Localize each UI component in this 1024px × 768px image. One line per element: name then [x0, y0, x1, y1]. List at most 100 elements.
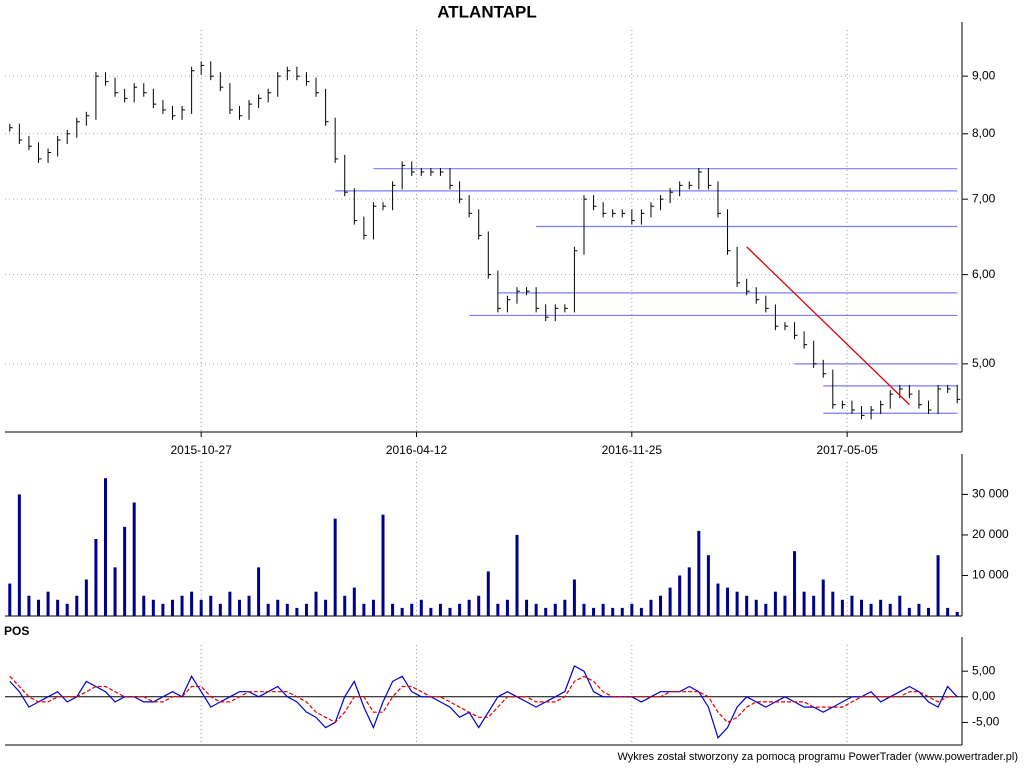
- volume-bar: [840, 599, 844, 616]
- volume-bar: [36, 599, 40, 616]
- volume-bar: [850, 595, 854, 616]
- y-tick-label: 5,00: [972, 663, 996, 677]
- y-tick-label: 5,00: [972, 356, 996, 370]
- volume-bar: [496, 603, 500, 616]
- volume-bar: [802, 591, 806, 616]
- volume-bar: [659, 595, 663, 616]
- indicator-line: [9, 665, 958, 739]
- volume-bar: [773, 591, 777, 616]
- volume-bar: [103, 478, 107, 616]
- x-tick-label: 2016-04-12: [386, 443, 448, 457]
- volume-bar: [180, 595, 184, 616]
- volume-bar: [75, 595, 79, 616]
- volume-bar: [467, 599, 471, 616]
- volume-bar: [46, 591, 50, 616]
- volume-bar: [151, 599, 155, 616]
- volume-bar: [601, 603, 605, 616]
- volume-bar: [592, 607, 596, 616]
- volume-bar: [716, 583, 720, 616]
- volume-bar: [333, 518, 337, 616]
- volume-bar: [486, 571, 490, 616]
- x-tick-label: 2017-05-05: [816, 443, 878, 457]
- volume-bar: [65, 603, 69, 616]
- volume-bar: [142, 595, 146, 616]
- volume-bar: [898, 595, 902, 616]
- volume-bar: [448, 607, 452, 616]
- volume-bar: [56, 599, 60, 616]
- indicator-line: [9, 675, 958, 724]
- volume-bar: [563, 599, 567, 616]
- y-tick-label: 10 000: [972, 568, 1009, 582]
- volume-bar: [17, 494, 21, 616]
- volume-bar: [458, 603, 462, 616]
- volume-bar: [544, 607, 548, 616]
- volume-bar: [678, 575, 682, 616]
- volume-bar: [304, 603, 308, 616]
- volume-bar: [764, 603, 768, 616]
- volume-bar: [381, 514, 385, 616]
- volume-bar: [946, 607, 950, 616]
- volume-bar: [936, 555, 940, 616]
- volume-bar: [505, 599, 509, 616]
- trend-line: [746, 246, 910, 406]
- volume-bar: [324, 599, 328, 616]
- volume-bar: [314, 591, 318, 616]
- volume-bar: [860, 599, 864, 616]
- volume-bar: [735, 591, 739, 616]
- y-tick-label: -5,00: [972, 715, 1000, 729]
- volume-bar: [27, 595, 31, 616]
- volume-bar: [793, 551, 797, 616]
- volume-bar: [525, 599, 529, 616]
- volume-bar: [553, 603, 557, 616]
- y-tick-label: 6,00: [972, 267, 996, 281]
- volume-bar: [649, 599, 653, 616]
- volume-bar: [419, 599, 423, 616]
- y-tick-label: 9,00: [972, 68, 996, 82]
- volume-bar: [84, 579, 88, 616]
- y-tick-label: 0,00: [972, 689, 996, 703]
- volume-bar: [611, 607, 615, 616]
- volume-bar: [343, 595, 347, 616]
- volume-bar: [410, 603, 414, 616]
- volume-bar: [266, 603, 270, 616]
- volume-bar: [371, 599, 375, 616]
- volume-bar: [257, 567, 261, 616]
- volume-bar: [285, 603, 289, 616]
- volume-bar: [113, 567, 117, 616]
- volume-bar: [170, 599, 174, 616]
- volume-bar: [869, 603, 873, 616]
- volume-bar: [391, 603, 395, 616]
- volume-bar: [123, 526, 127, 616]
- chart-title: ATLANTAPL: [437, 2, 536, 21]
- volume-bar: [745, 595, 749, 616]
- x-tick-label: 2015-10-27: [170, 443, 232, 457]
- volume-bar: [132, 502, 136, 616]
- volume-bar: [237, 599, 241, 616]
- volume-bar: [352, 587, 356, 616]
- volume-bar: [879, 599, 883, 616]
- volume-bar: [572, 579, 576, 616]
- volume-bar: [917, 603, 921, 616]
- volume-bar: [582, 603, 586, 616]
- volume-bar: [218, 603, 222, 616]
- volume-bar: [812, 595, 816, 616]
- volume-bar: [706, 555, 710, 616]
- volume-bar: [400, 607, 404, 616]
- volume-bar: [620, 607, 624, 616]
- volume-bar: [783, 595, 787, 616]
- volume-bar: [161, 603, 165, 616]
- volume-bar: [831, 591, 835, 616]
- panel-title: POS: [4, 624, 29, 638]
- volume-bar: [228, 591, 232, 616]
- volume-bar: [8, 583, 12, 616]
- y-tick-label: 20 000: [972, 527, 1009, 541]
- volume-bar: [687, 567, 691, 616]
- volume-bar: [247, 595, 251, 616]
- volume-bar: [639, 607, 643, 616]
- volume-bar: [515, 534, 519, 616]
- y-tick-label: 7,00: [972, 191, 996, 205]
- x-tick-label: 2016-11-25: [602, 443, 663, 457]
- volume-bar: [888, 603, 892, 616]
- volume-bar: [209, 595, 213, 616]
